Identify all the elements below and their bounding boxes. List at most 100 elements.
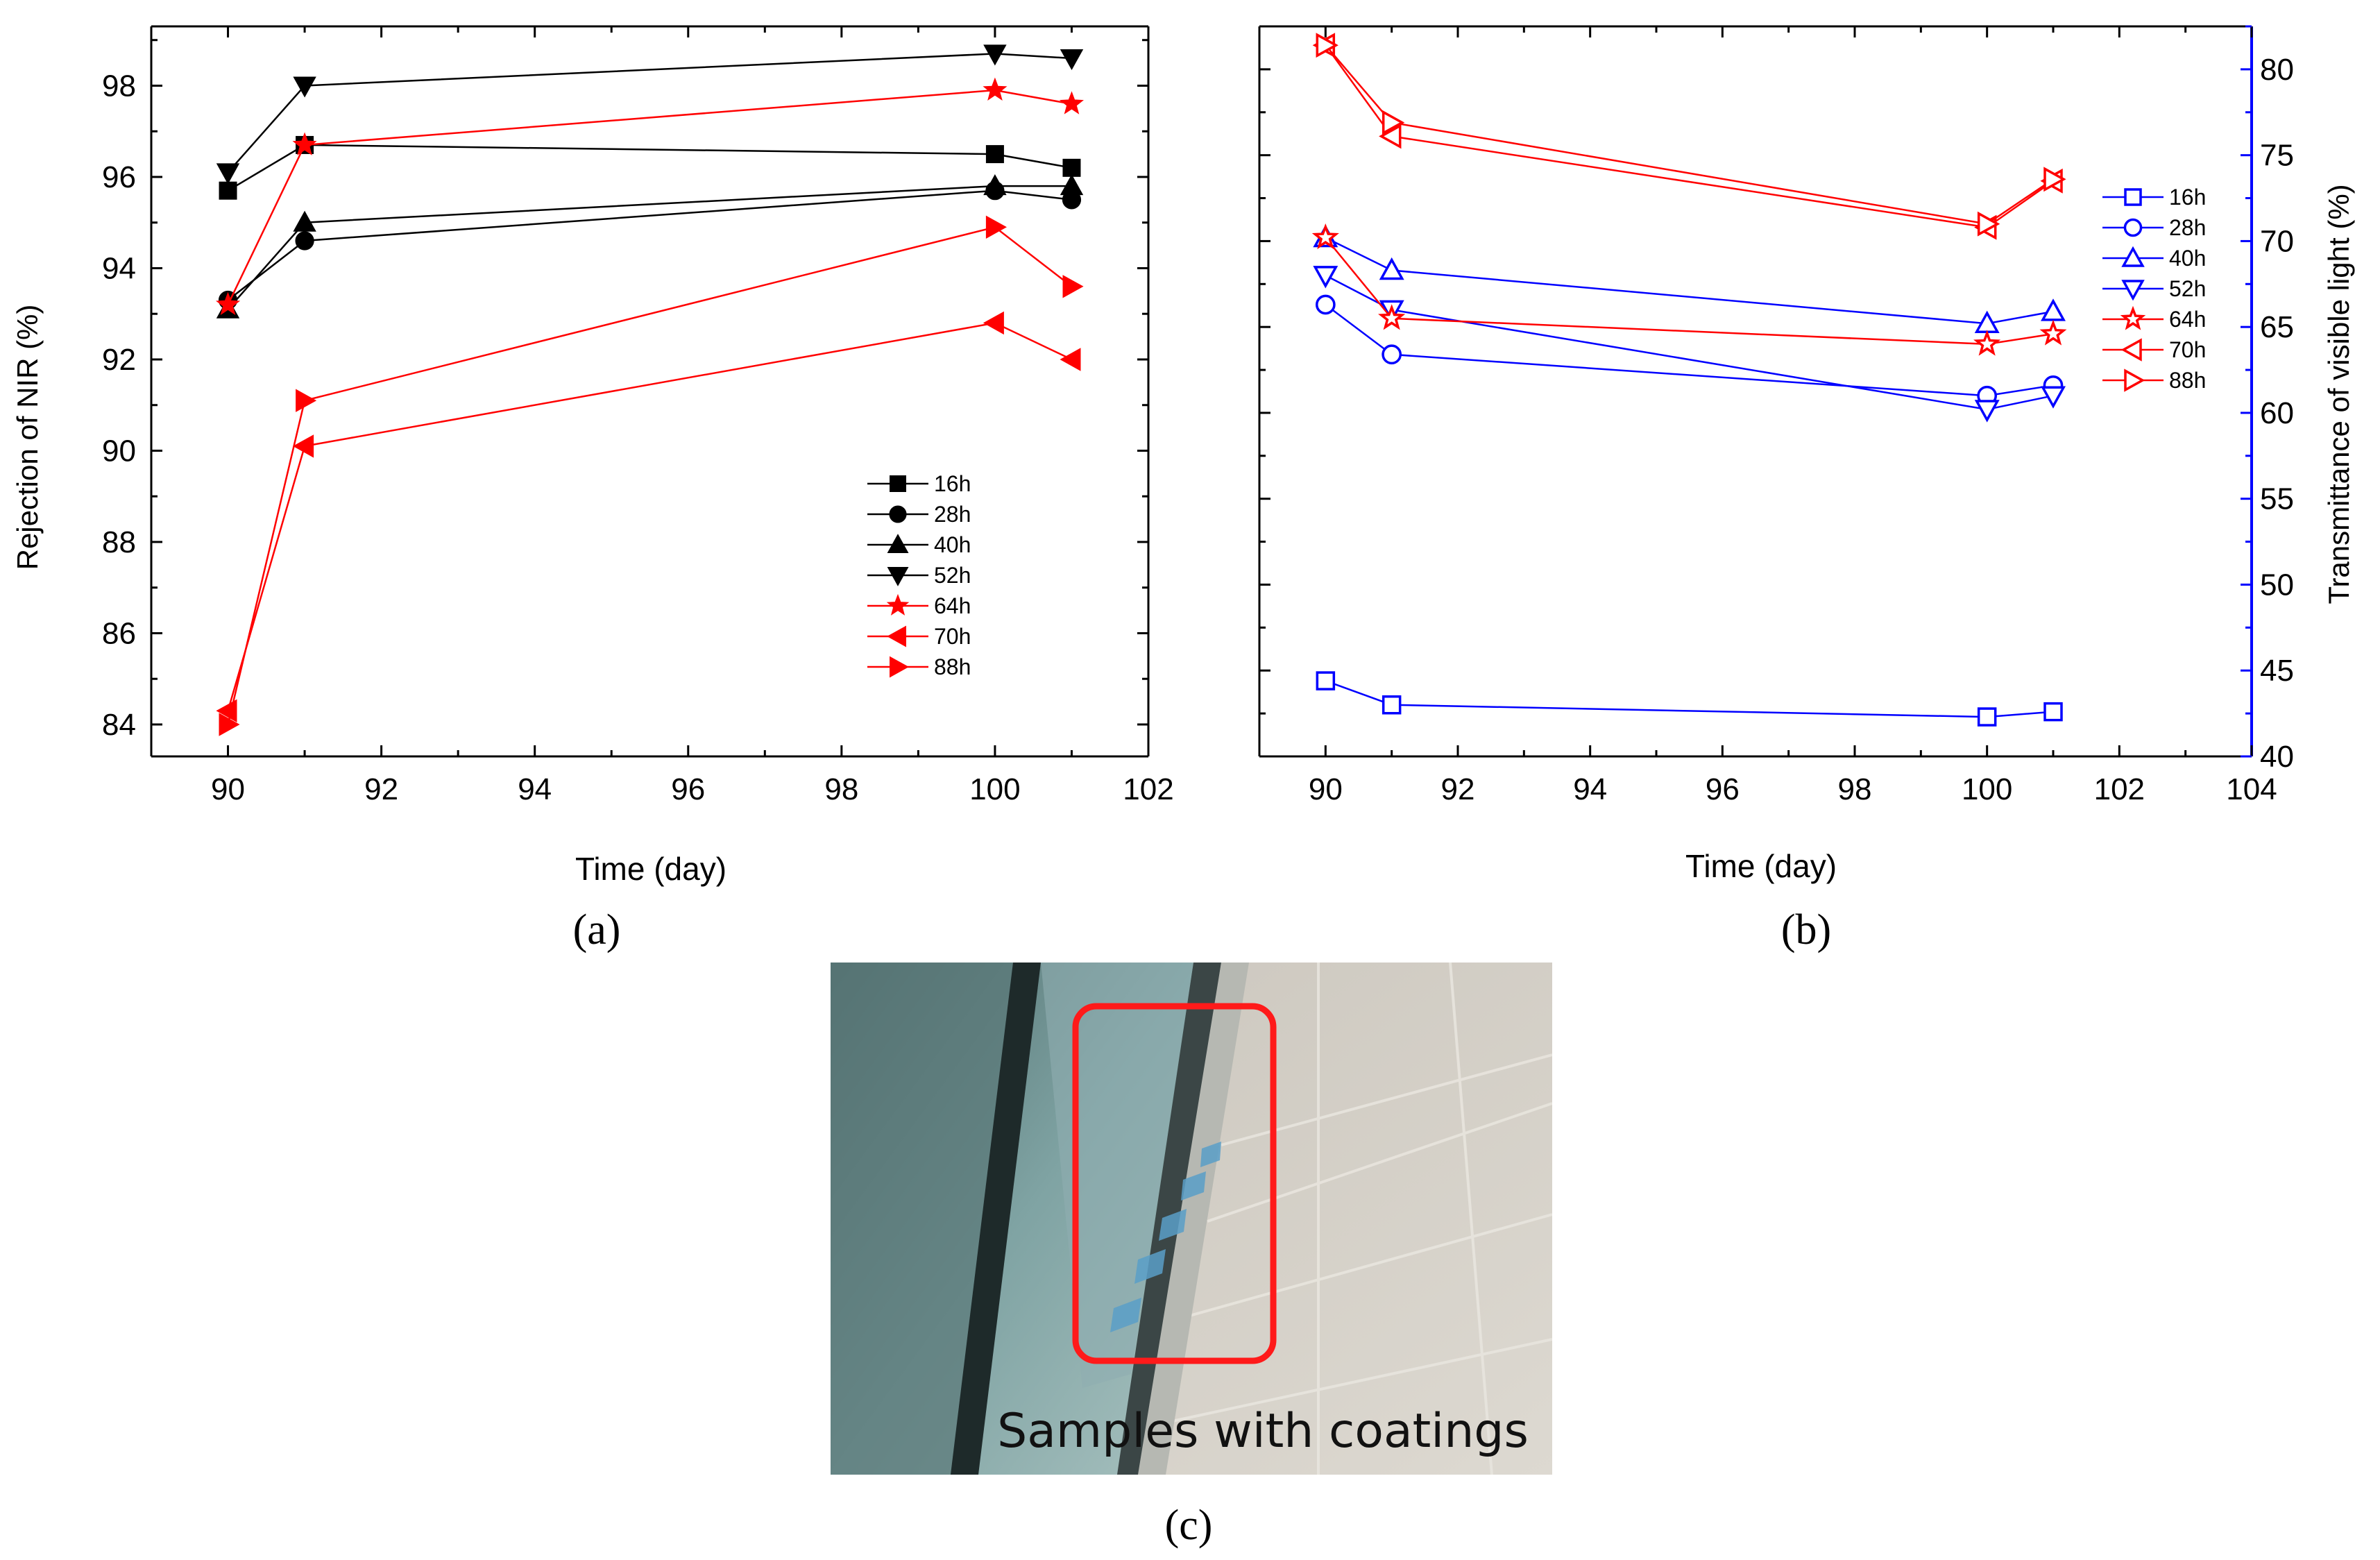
chart-a-ytick-label: 94	[102, 251, 136, 285]
chart-b-legend-marker	[2120, 305, 2146, 330]
chart-a-point	[983, 311, 1004, 335]
chart-a-legend-item: 64h	[867, 593, 971, 618]
chart-b-point	[1379, 257, 1404, 280]
chart-a-point	[1062, 158, 1081, 177]
chart-b-xlabel: Time (day)	[1685, 848, 1837, 884]
chart-a-ytick-label: 96	[102, 160, 136, 194]
chart-b-panel-label: (b)	[1781, 906, 1831, 953]
chart-a-xtick-label: 98	[824, 772, 858, 806]
chart-b-point	[2039, 319, 2067, 346]
chart-a-point	[216, 291, 241, 315]
chart-a-legend-item: 88h	[867, 654, 971, 679]
chart-b-point	[1315, 294, 1336, 315]
chart-b-legend-marker	[2120, 338, 2142, 362]
chart-a-legend-marker	[890, 656, 909, 678]
chart-a-point	[1062, 275, 1084, 298]
chart-a-ytick-label: 84	[102, 708, 136, 742]
chart-b-series-88h	[1316, 33, 2066, 237]
chart-b-legend-label: 28h	[2169, 215, 2206, 240]
chart-a-point	[983, 77, 1008, 101]
chart-b-series-52h	[1313, 266, 2066, 423]
chart-b-xtick-label: 96	[1706, 772, 1740, 806]
chart-b-series-line	[1325, 679, 2054, 718]
chart-a-legend-label: 16h	[934, 471, 971, 496]
chart-a-xtick-label: 102	[1123, 772, 1173, 806]
chart-a-xtick-label: 92	[364, 772, 398, 806]
chart-a-point	[293, 76, 316, 98]
chart-b-series-line	[1325, 44, 2054, 228]
chart-a-legend-item: 28h	[867, 502, 971, 527]
chart-b-xtick-label: 98	[1838, 772, 1872, 806]
chart-a-plot-area: 90 92 94 96 98 100 102 84 86 88 90 92 94 96 98	[102, 25, 1174, 806]
chart-b-point	[1379, 124, 1402, 149]
chart-b-ytick-label: 55	[2260, 482, 2294, 516]
chart-a-series-line	[227, 322, 1073, 711]
chart-a-series-line	[227, 144, 1072, 192]
chart-b-ytick-label: 80	[2260, 53, 2294, 87]
chart-a-xtick-label: 96	[671, 772, 705, 806]
chart-a-legend-marker	[887, 567, 909, 586]
chart-b-legend: 16h 28h 40h 52h 64h 70h 88h	[2102, 185, 2206, 393]
chart-a-legend-item: 70h	[867, 624, 971, 649]
chart-a-point	[293, 434, 314, 458]
chart-b-legend-marker	[2123, 218, 2143, 237]
chart-a-series-64h	[216, 77, 1084, 315]
chart-b-legend-marker	[2121, 280, 2145, 301]
chart-b-point	[1382, 695, 1402, 715]
chart-a-series-line	[227, 189, 1072, 301]
chart-a-series-16h	[219, 135, 1081, 200]
chart-b-xtick-label: 94	[1573, 772, 1607, 806]
chart-a-series-line	[227, 185, 1072, 310]
chart-a-point	[1060, 348, 1081, 371]
chart-b-legend-label: 52h	[2169, 276, 2206, 301]
chart-a-ytick-label: 98	[102, 69, 136, 103]
chart-a-ytick-label: 90	[102, 434, 136, 468]
chart-a-series-52h	[216, 44, 1084, 185]
chart-a-point	[983, 174, 1007, 196]
chart-a-legend-label: 88h	[934, 654, 971, 679]
chart-b-ytick-label: 45	[2260, 654, 2294, 688]
chart-b-legend-marker	[2124, 368, 2145, 392]
chart-a-legend-label: 28h	[934, 502, 971, 527]
chart-a-series-line	[227, 226, 1073, 725]
chart-a-point	[1060, 174, 1084, 196]
chart-b-point	[1311, 223, 1339, 250]
chart-a-panel-label: (a)	[573, 906, 621, 953]
chart-b-point	[1973, 330, 2001, 356]
photo-c: Samples with coatings (c)	[831, 963, 1552, 1549]
chart-b-point	[2041, 386, 2066, 409]
chart-b-legend-item: 52h	[2102, 276, 2206, 301]
chart-b-legend-item: 88h	[2102, 368, 2206, 393]
chart-a-xlabel: Time (day)	[575, 851, 726, 887]
chart-b-point	[1977, 211, 2000, 237]
chart-b-point	[2043, 167, 2066, 192]
chart-a-legend-item: 16h	[867, 471, 971, 496]
photo-panel-label: (c)	[1165, 1502, 1213, 1549]
chart-b-xtick-label: 102	[2094, 772, 2145, 806]
chart-b-ylabel: Transmittance of visible light (%)	[2322, 184, 2355, 604]
chart-b-series-16h	[1316, 671, 2063, 727]
chart-a-series-28h	[218, 181, 1082, 310]
chart-b-xtick-label: 90	[1309, 772, 1343, 806]
chart-b-point	[1316, 671, 1336, 690]
chart-b-legend-label: 40h	[2169, 246, 2206, 271]
chart-b-legend-item: 70h	[2102, 337, 2206, 362]
chart-b-series-28h	[1315, 294, 2064, 406]
chart-b-ytick-label: 50	[2260, 568, 2294, 602]
chart-b-point	[1316, 33, 1338, 58]
chart-a-point	[983, 44, 1007, 66]
chart-a-point	[1060, 49, 1084, 71]
chart-b-legend-label: 64h	[2169, 307, 2206, 332]
chart-b-series-line	[1325, 304, 2054, 397]
chart-a-point	[216, 163, 240, 185]
chart-b-series-line	[1325, 44, 2054, 226]
chart-a-series-88h	[219, 215, 1084, 736]
chart-a-ytick-label: 86	[102, 616, 136, 650]
chart-a-xtick-label: 94	[518, 772, 552, 806]
chart-b-series-line	[1325, 274, 2054, 411]
chart-a-legend-label: 52h	[934, 563, 971, 588]
chart-b-ytick-label: 65	[2260, 310, 2294, 344]
chart-a-legend: 16h 28h 40h 52h 64h 70h 88h	[867, 471, 971, 679]
chart-b-ytick-label: 40	[2260, 740, 2294, 774]
